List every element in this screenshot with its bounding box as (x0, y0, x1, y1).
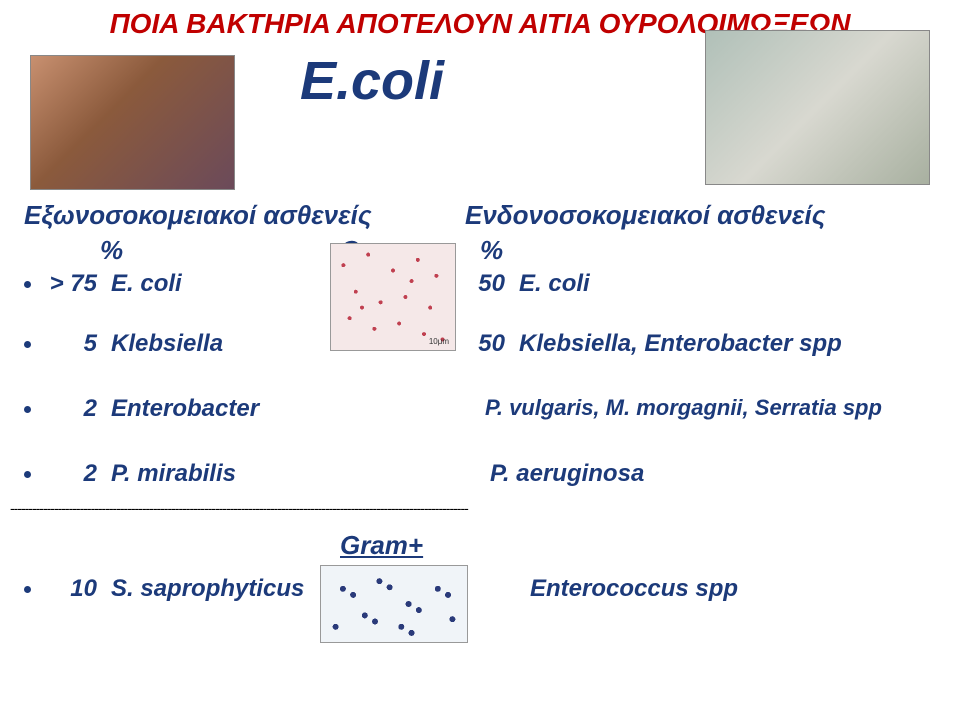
right-percent-symbol: % (480, 235, 950, 266)
section-divider: ----------------------------------------… (10, 500, 950, 516)
right-column-header: Ενδονοσοκομειακοί ασθενείς (465, 200, 935, 231)
gram-positive-label: Gram+ (340, 530, 423, 561)
left-row-4-n: 2 (49, 460, 97, 488)
left-row-2-n: 5 (49, 330, 97, 358)
left-column-header: Εξωνοσοκομειακοί ασθενείς (24, 200, 424, 231)
right-row-3: P. vulgaris, M. morgagnii, Serratia spp (485, 395, 955, 421)
left-row-3: 2 Enterobacter (24, 395, 424, 423)
right-row-4: P. aeruginosa (490, 460, 960, 488)
left-row-2-txt: Klebsiella (111, 330, 223, 357)
main-organism-label: E.coli (300, 50, 444, 112)
right-row-2: 50 Klebsiella, Enterobacter spp (465, 330, 935, 358)
left-row-1-n: > 75 (49, 270, 97, 298)
right-row-4-txt: P. aeruginosa (490, 460, 644, 487)
left-row-5-txt: S. saprophyticus (111, 575, 304, 602)
gram-positive-microscopy (320, 565, 468, 643)
right-row-5-txt: Enterococcus spp (530, 575, 738, 602)
photo-inpatients (705, 30, 930, 185)
left-row-1: > 75 E. coli (24, 270, 424, 298)
left-row-4-txt: P. mirabilis (111, 460, 236, 487)
right-row-1: 50 E. coli (465, 270, 935, 298)
left-row-4: 2 P. mirabilis (24, 460, 424, 488)
left-row-5-n: 10 (49, 575, 97, 603)
right-row-1-n: 50 (465, 270, 505, 298)
right-row-2-n: 50 (465, 330, 505, 358)
left-row-1-txt: E. coli (111, 270, 182, 297)
scale-label: 10μm (429, 337, 449, 346)
left-row-2: 5 Klebsiella (24, 330, 424, 358)
left-row-3-n: 2 (49, 395, 97, 423)
right-row-2-txt: Klebsiella, Enterobacter spp (519, 330, 842, 357)
right-row-3-txt: P. vulgaris, M. morgagnii, Serratia spp (485, 395, 882, 420)
right-row-5: Enterococcus spp (530, 575, 960, 603)
left-row-3-txt: Enterobacter (111, 395, 259, 422)
photo-outpatients (30, 55, 235, 190)
right-row-1-txt: E. coli (519, 270, 590, 297)
